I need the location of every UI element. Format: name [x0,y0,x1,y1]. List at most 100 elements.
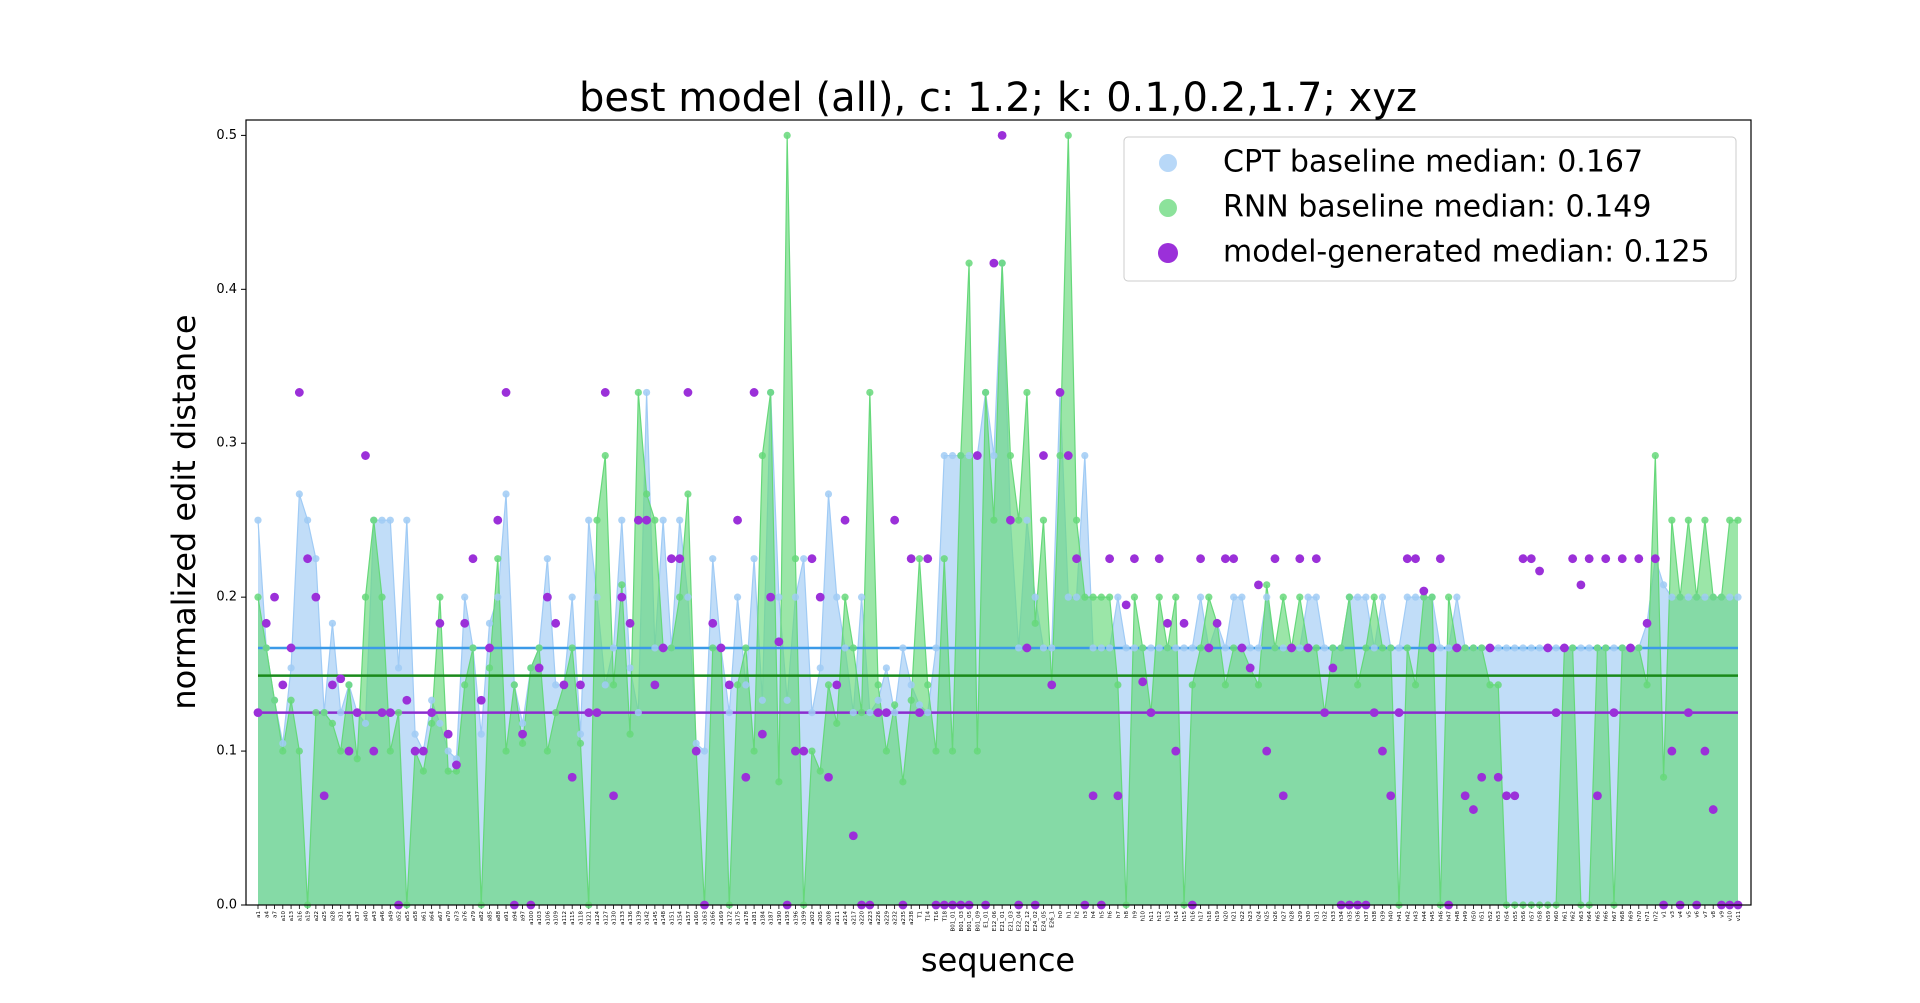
data-point [435,618,445,628]
data-point [1295,554,1305,564]
data-point [1683,708,1693,717]
x-tick-label: h19 [1215,910,1221,921]
x-tick-label: a139 [636,911,642,925]
data-point [1700,746,1710,756]
x-tick-label: a43 [372,911,378,922]
x-tick-label: a133 [620,911,626,925]
data-point [923,554,933,564]
x-tick-label: a193 [785,911,791,925]
x-tick-label: T14 [926,911,932,923]
data-point [1130,593,1139,601]
data-point [518,719,527,727]
data-point [1146,708,1156,717]
x-tick-label: a160 [694,911,700,925]
x-tick-label: h11 [1149,911,1155,921]
data-point [799,746,809,756]
data-point [436,719,444,727]
data-point [676,593,684,601]
x-tick-label: a115 [570,911,576,925]
data-point [1584,554,1594,564]
x-tick-label: h14 [1174,910,1180,921]
x-tick-label: h15 [1182,910,1188,921]
data-point [352,708,362,717]
data-point [1163,618,1172,628]
x-tick-label: h46 [1438,910,1444,921]
data-point [833,593,841,601]
data-point [1585,644,1593,652]
y-tick-label: 0.0 [216,898,237,913]
data-point [749,388,759,397]
legend-marker [1159,199,1177,217]
data-point [807,554,817,564]
data-point [1460,791,1470,801]
data-point [1668,516,1676,524]
data-point [833,719,841,727]
x-tick-label: h35 [1347,910,1353,921]
data-point [873,708,883,717]
data-point [1130,644,1139,652]
data-point [848,831,858,841]
data-point [1370,644,1378,652]
x-tick-label: h5 [1099,911,1105,918]
data-point [1709,593,1717,601]
data-point [1312,644,1320,652]
data-point [337,747,345,755]
data-point [1048,644,1056,652]
data-point [1411,554,1420,564]
data-point [1395,644,1403,652]
data-point [675,554,685,564]
x-tick-label: h62 [1571,911,1577,921]
data-point [279,739,287,747]
data-point [254,593,262,601]
data-point [1279,593,1287,601]
data-point [1270,554,1280,564]
data-point [824,490,833,498]
data-point [1486,681,1494,689]
data-point [815,592,825,602]
data-point [485,619,494,627]
data-point [552,681,560,689]
x-tick-label: h27 [1281,910,1287,921]
data-point [1610,644,1618,652]
data-point [336,674,346,684]
data-point [476,695,486,705]
data-point [1345,593,1353,601]
data-point [659,516,667,524]
data-point [593,593,601,601]
x-tick-label: a232 [893,911,899,925]
data-point [692,739,700,747]
data-point [377,708,387,717]
data-point [1304,593,1312,601]
x-tick-label: h72 [1653,911,1659,921]
data-point [1229,554,1239,564]
data-point [1403,593,1411,601]
data-point [576,680,585,690]
data-point [824,772,833,782]
data-point [1212,618,1222,628]
data-point [750,555,758,563]
x-tick-label: a199 [802,911,808,925]
legend-marker [1159,154,1177,172]
data-point [452,767,461,775]
data-point [543,555,551,563]
x-tick-label: a1 [256,911,262,918]
x-tick-label: B01_03 [959,911,965,932]
data-point [1445,593,1453,601]
x-tick-label: E22_12 [1025,911,1031,931]
data-point [461,593,469,601]
data-point [552,708,560,717]
x-tick-label: a196 [793,911,799,925]
data-point [370,516,378,524]
data-point [286,643,296,653]
x-tick-label: h48 [1455,910,1461,921]
data-point [1551,708,1561,717]
data-point [1039,516,1048,524]
x-tick-label: E22_04 [1017,911,1023,932]
data-point [601,451,609,460]
data-point [460,618,470,628]
data-point [253,708,263,717]
data-point [1056,451,1064,460]
data-point [1378,593,1387,601]
x-tick-label: v4 [1678,911,1684,918]
data-point [1320,644,1329,652]
